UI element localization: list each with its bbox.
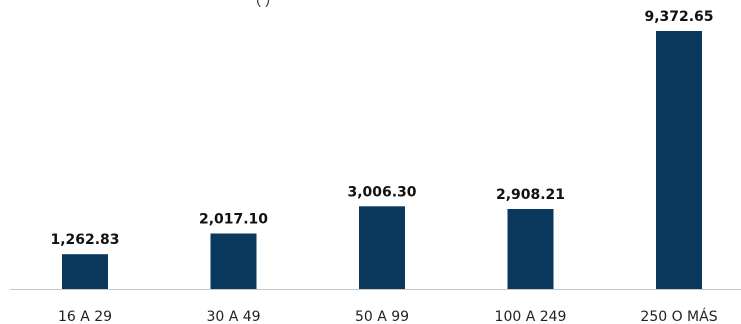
data-label-2: 2,017.10 bbox=[199, 212, 268, 228]
data-label-4: 2,908.21 bbox=[496, 187, 565, 203]
data-label-5: 9,372.65 bbox=[644, 9, 713, 25]
bar-3 bbox=[359, 206, 405, 289]
bar-5 bbox=[656, 31, 702, 289]
x-tick-label-5: 250 O MÁS bbox=[640, 308, 717, 324]
bar-1 bbox=[62, 254, 108, 289]
chart-title-fragment: ( ) bbox=[256, 0, 270, 8]
x-tick-labels-group: 16 A 29 30 A 49 50 A 99 100 A 249 250 O MÁS bbox=[58, 308, 718, 324]
bar-2 bbox=[210, 233, 257, 289]
data-label-1: 1,262.83 bbox=[50, 232, 119, 248]
bar-4 bbox=[507, 209, 554, 289]
x-tick-label-3: 50 A 99 bbox=[355, 309, 409, 324]
data-labels-group: 1,262.83 2,017.10 3,006.30 2,908.21 9,372.65 bbox=[50, 9, 713, 248]
data-label-3: 3,006.30 bbox=[347, 184, 416, 200]
x-tick-label-1: 16 A 29 bbox=[58, 309, 112, 324]
x-tick-label-4: 100 A 249 bbox=[495, 309, 567, 324]
bars-group bbox=[62, 31, 702, 289]
x-tick-label-2: 30 A 49 bbox=[206, 309, 260, 324]
